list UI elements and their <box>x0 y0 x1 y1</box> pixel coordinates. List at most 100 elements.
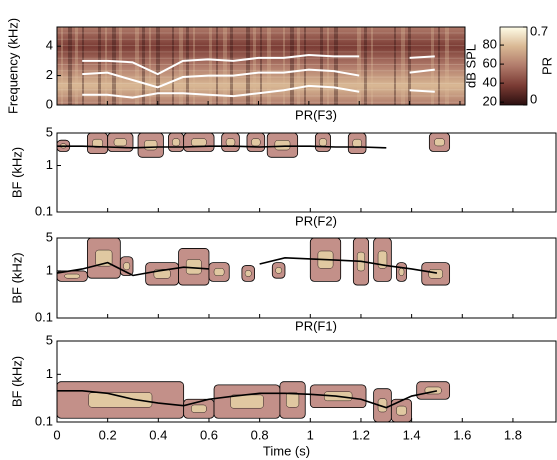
y-tick-label: 0.1 <box>35 413 53 428</box>
plot-frame <box>56 237 557 319</box>
y-tick-label: 0 <box>46 96 53 111</box>
contour-core <box>88 392 153 408</box>
spectrogram-stripe <box>209 27 212 105</box>
contour-core <box>285 392 300 408</box>
spectrogram-stripe <box>334 27 338 105</box>
contour-core <box>274 140 291 151</box>
contour-core <box>190 404 207 413</box>
colorbar-tick-label: 60 <box>483 56 497 71</box>
y-axis-label: BF (kHz) <box>9 147 24 198</box>
spectrogram-stripe <box>297 27 300 105</box>
spectrogram-stripe <box>246 27 250 105</box>
spectrogram-stripe <box>283 27 285 105</box>
formant-track <box>82 84 435 99</box>
spectrogram-stripe <box>304 27 306 105</box>
spectrogram-stripe <box>193 27 195 105</box>
panel-title: PR(F3) <box>295 107 337 122</box>
colorbar-label: dB SPL <box>463 44 478 88</box>
spectrogram-stripe <box>253 27 256 105</box>
contour-core <box>230 394 264 409</box>
plot-frame <box>56 132 557 213</box>
y-tick-label: 0.1 <box>35 203 53 218</box>
y-axis-label: BF (kHz) <box>9 252 24 303</box>
spectrogram-stripe <box>156 27 160 105</box>
formant-track <box>82 53 435 76</box>
spectrogram-stripe <box>327 27 329 105</box>
x-tick-label: 1.8 <box>504 427 522 442</box>
contour-core <box>225 138 236 147</box>
contour-core <box>251 138 261 147</box>
spectrogram-stripe <box>75 27 78 105</box>
y-tick-label: 2 <box>46 67 53 82</box>
x-tick-label: 0.8 <box>251 427 269 442</box>
x-tick-label: 0.4 <box>149 427 167 442</box>
x-tick-label: 0 <box>53 427 60 442</box>
contour-core <box>92 138 103 148</box>
y-tick-label: 5 <box>46 229 53 244</box>
spectrogram-stripe <box>186 27 189 105</box>
colorbar-tick-label: 0.7 <box>530 23 548 38</box>
spectrogram-stripe <box>216 27 218 105</box>
contour-core <box>59 143 67 149</box>
spectrogram-stripe <box>260 27 262 105</box>
x-tick-label: 1.6 <box>453 427 471 442</box>
contour-core <box>398 267 405 276</box>
spectrogram-stripe <box>135 27 139 105</box>
y-tick-label: 1 <box>46 157 53 172</box>
spectrogram-stripe <box>431 27 434 105</box>
colorbar-tick-label: 40 <box>483 75 497 90</box>
spectrogram-stripe <box>394 27 396 105</box>
contour-core <box>190 138 207 147</box>
contour-core <box>64 273 81 279</box>
contour-core <box>244 270 252 277</box>
spectrogram-stripe <box>82 27 84 105</box>
x-tick-label: 0.6 <box>200 427 218 442</box>
spectrogram-stripe <box>105 27 107 105</box>
contour-core <box>434 138 445 147</box>
plot-frame <box>56 26 466 106</box>
x-tick-label: 1 <box>307 427 314 442</box>
y-axis-label: BF (kHz) <box>9 356 24 407</box>
y-tick-label: 5 <box>46 124 53 139</box>
contour-core <box>275 267 283 274</box>
panel-title: PR(F2) <box>295 213 337 228</box>
spectrogram-stripe <box>223 27 227 105</box>
spectrogram-stripe <box>445 27 449 105</box>
contour-core <box>213 267 225 276</box>
colorbar <box>499 26 528 106</box>
spectrogram-stripe <box>320 27 323 105</box>
colorbar-tick-label: 0 <box>530 91 537 106</box>
contour-core <box>428 269 443 279</box>
spectrogram-stripe <box>61 27 63 105</box>
track <box>57 390 438 409</box>
y-tick-label: 0.1 <box>35 309 53 324</box>
colorbar-label: PR <box>539 57 554 75</box>
track <box>56 256 438 277</box>
colorbar-tick-label: 20 <box>483 94 497 109</box>
x-tick-label: 0.2 <box>99 427 117 442</box>
contour-core <box>318 138 328 147</box>
spectrogram-stripe <box>230 27 233 105</box>
spectrogram-stripe <box>371 27 373 105</box>
spectrogram-stripe <box>98 27 101 105</box>
contour-core <box>123 262 131 271</box>
panel-title: PR(F1) <box>295 318 337 333</box>
spectrogram-stripe <box>290 27 294 105</box>
y-tick-label: 5 <box>46 332 53 347</box>
y-tick-label: 1 <box>46 366 53 381</box>
spectrogram-stripe <box>119 27 122 105</box>
contour-core <box>172 138 181 147</box>
contour-core <box>113 138 127 147</box>
contour-core <box>144 140 158 151</box>
spectrogram-stripe <box>179 27 183 105</box>
spectrogram-stripe <box>112 27 116 105</box>
spectrogram-stripe <box>401 27 405 105</box>
spectrogram-stripe <box>357 27 361 105</box>
spectrogram-stripe <box>408 27 411 105</box>
spectrogram-stripe <box>68 27 72 105</box>
y-tick-label: 4 <box>46 38 53 53</box>
x-axis-label: Time (s) <box>263 443 310 458</box>
formant-track <box>82 68 435 89</box>
colorbar-tick-label: 80 <box>483 37 497 52</box>
